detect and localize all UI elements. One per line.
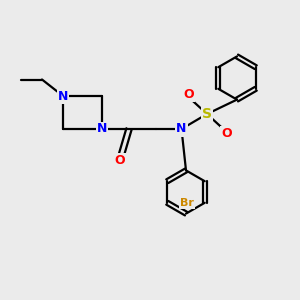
Text: Br: Br: [180, 198, 194, 208]
Text: N: N: [58, 89, 68, 103]
Text: O: O: [115, 154, 125, 167]
Text: N: N: [97, 122, 107, 136]
Text: N: N: [176, 122, 187, 136]
Text: S: S: [202, 107, 212, 121]
Text: O: O: [184, 88, 194, 101]
Text: O: O: [221, 127, 232, 140]
